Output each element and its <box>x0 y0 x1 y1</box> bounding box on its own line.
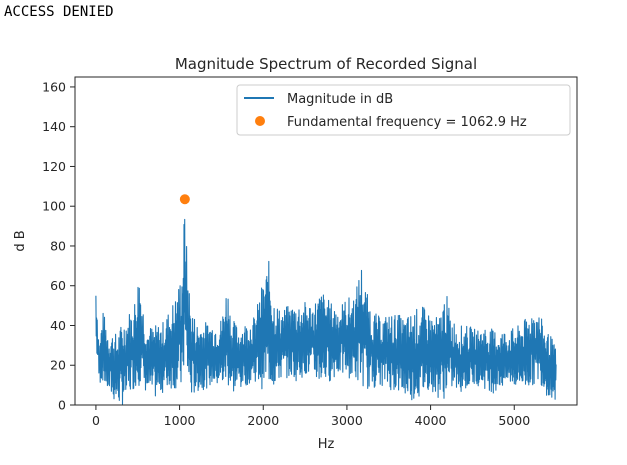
x-tick-label: 0 <box>92 413 100 428</box>
y-axis-label: d B <box>13 230 28 251</box>
y-tick-label: 60 <box>50 278 66 293</box>
fundamental-frequency-point <box>179 194 190 205</box>
plot-area <box>95 194 557 405</box>
legend-entry-fundamental: Fundamental frequency = 1062.9 Hz <box>287 115 527 130</box>
y-tick-label: 0 <box>58 398 66 413</box>
axes: 0 1000 2000 3000 4000 5000 0 20 40 60 80 100 120 140 1… <box>42 79 530 428</box>
x-tick-label: 2000 <box>247 413 279 428</box>
x-tick-label: 4000 <box>415 413 447 428</box>
plot-frame <box>74 76 578 406</box>
x-tick-label: 5000 <box>498 413 530 428</box>
y-tick-label: 100 <box>42 199 66 214</box>
series-magnitude-line <box>95 218 557 405</box>
x-tick-label: 1000 <box>164 413 196 428</box>
y-tick-label: 20 <box>50 358 66 373</box>
legend-box <box>236 84 571 136</box>
y-tick-label: 40 <box>50 318 66 333</box>
chart-title: Magnitude Spectrum of Recorded Signal <box>175 55 477 73</box>
y-tick-label: 140 <box>42 119 66 134</box>
y-tick-label: 80 <box>50 238 66 253</box>
legend-entry-magnitude: Magnitude in dB <box>287 92 393 107</box>
legend: Magnitude in dB Fundamental frequency = … <box>236 84 571 136</box>
legend-point-marker <box>255 116 265 126</box>
x-tick-label: 3000 <box>331 413 363 428</box>
console-output: ACCESS DENIED <box>4 4 114 20</box>
y-tick-label: 160 <box>42 79 66 94</box>
x-axis-label: Hz <box>318 437 335 452</box>
y-tick-label: 120 <box>42 159 66 174</box>
